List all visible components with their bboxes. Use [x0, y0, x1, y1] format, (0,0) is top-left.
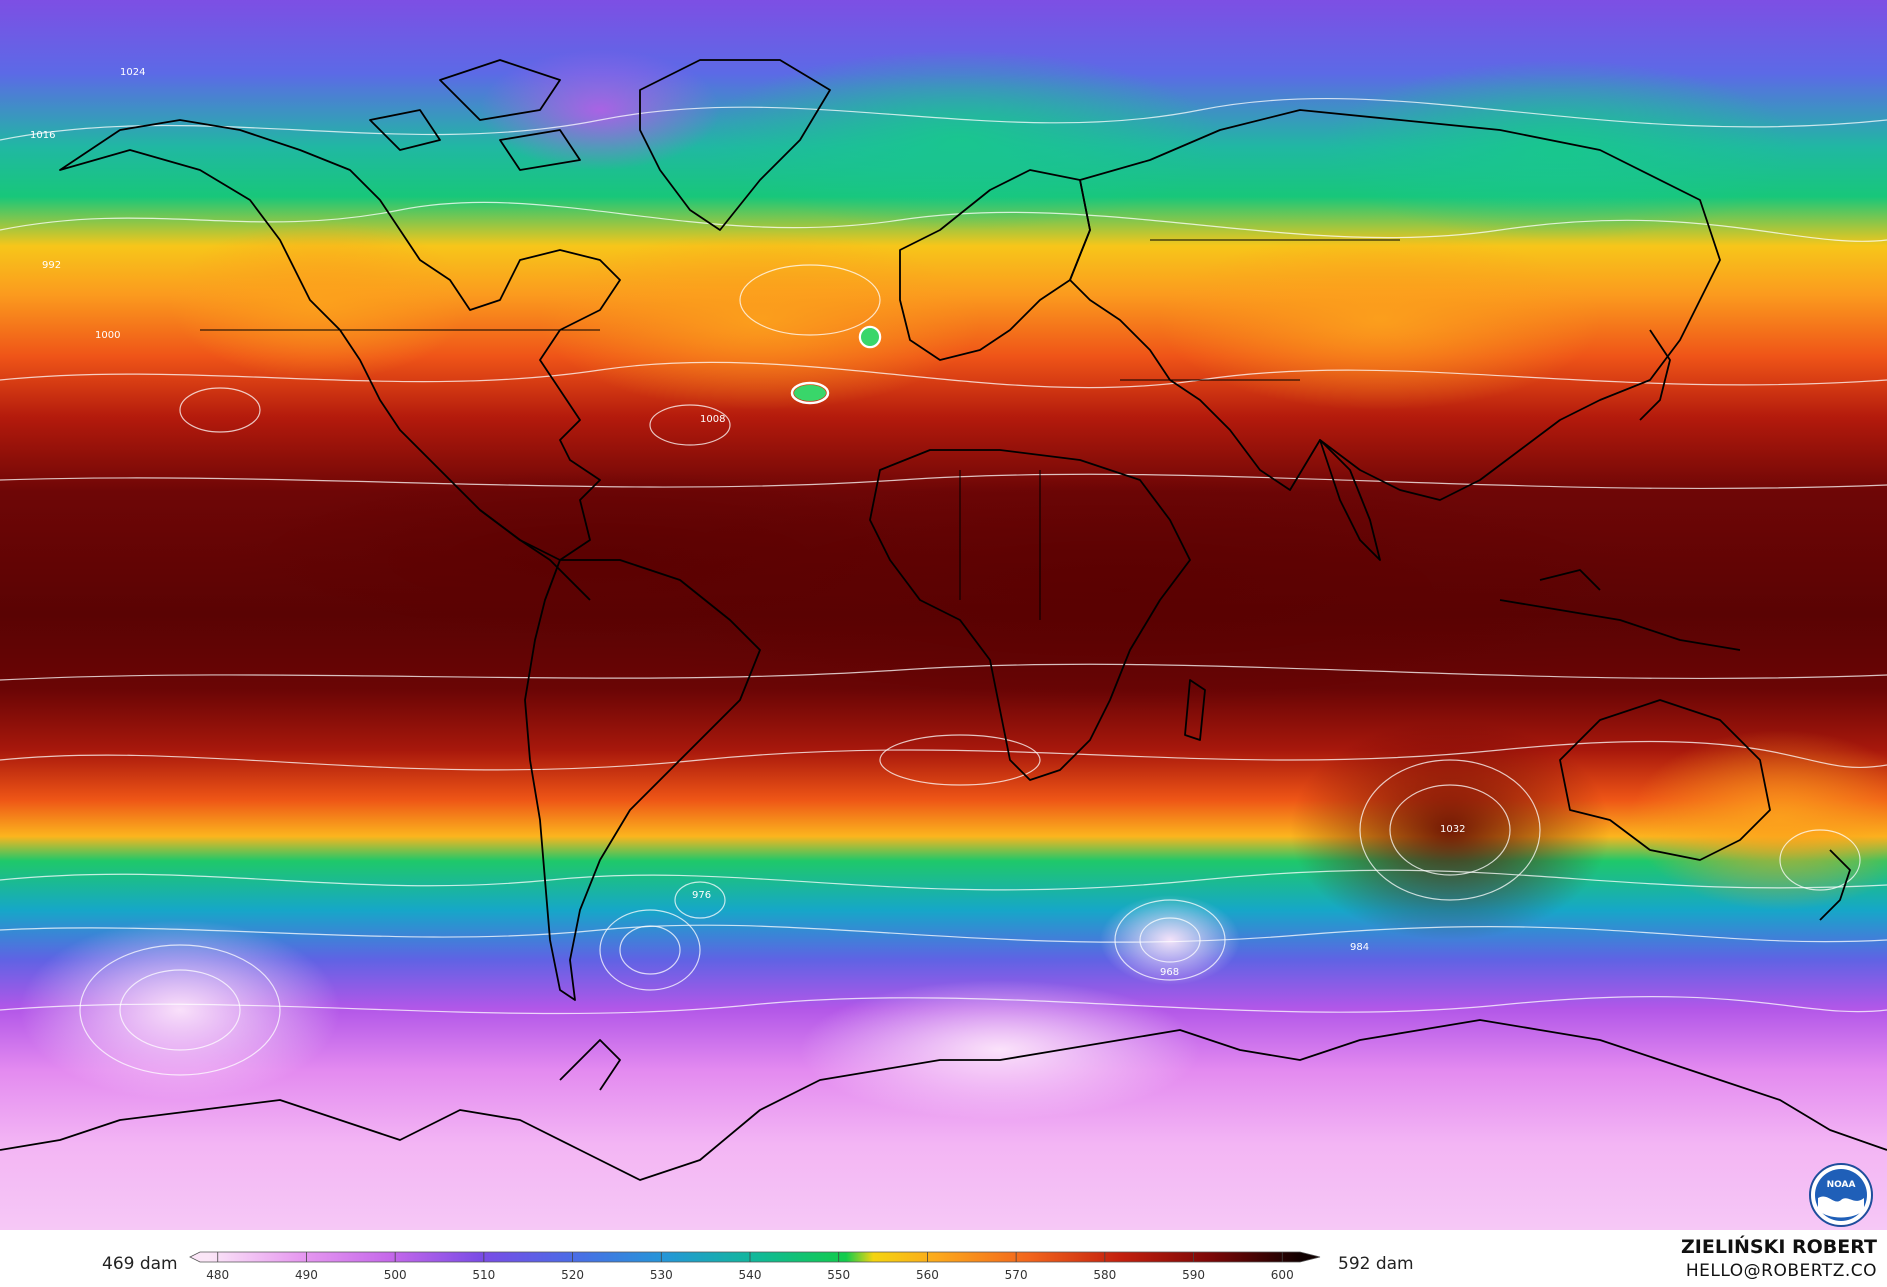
noaa-logo: NOAA [1809, 1163, 1873, 1227]
colorbar-tick-label: 600 [1271, 1268, 1294, 1282]
colorbar-tick-label: 480 [206, 1268, 229, 1282]
footer: 480 490 500 510 520 530 540 550 560 570 580 590 600 … [0, 1230, 1887, 1287]
colorbar-tick-label: 590 [1182, 1268, 1205, 1282]
japan-outline [1639, 329, 1671, 421]
colorbar-tick-label: 560 [916, 1268, 939, 1282]
isobar-label: 1008 [700, 414, 725, 425]
author-email: HELLO@ROBERTZ.CO [1685, 1261, 1877, 1281]
colorbar-max-label: 592 dam [1338, 1254, 1414, 1274]
asia-outline [1069, 109, 1721, 501]
colorbar-tick-label: 500 [384, 1268, 407, 1282]
coastlines [0, 59, 1887, 1181]
atlantic-green-spot [861, 328, 879, 346]
isobar-label: 976 [692, 890, 711, 901]
india-outline [1319, 439, 1381, 561]
colorbar-tick-label: 540 [739, 1268, 762, 1282]
colorbar-tick-label: 550 [827, 1268, 850, 1282]
new-zealand-outline [1819, 849, 1851, 921]
field-anomalies [20, 50, 1887, 1120]
africa-outline [869, 449, 1191, 781]
colorbar-tick-label: 520 [561, 1268, 584, 1282]
isobar-label: 968 [1160, 967, 1179, 978]
colorbar-tick-label: 510 [472, 1268, 495, 1282]
atlantic-green-spot-2 [794, 385, 826, 401]
atlantic-low-rings [790, 325, 882, 405]
colorbar-gradient [189, 1251, 1321, 1263]
weather-map: 1024 1016 1008 1000 992 984 976 968 1032 [0, 0, 1887, 1230]
arctic-islands-outline [369, 59, 581, 171]
colorbar-tick-label: 570 [1005, 1268, 1028, 1282]
greenland-outline [639, 59, 831, 231]
isobar-contours [0, 97, 1887, 1076]
noaa-logo-text: NOAA [1827, 1180, 1856, 1190]
isobar-label: 1016 [30, 130, 55, 141]
south-america-outline [524, 559, 761, 1001]
colorbar-tick-label: 490 [295, 1268, 318, 1282]
colorbar-ticks: 480 490 500 510 520 530 540 550 560 570 580 590 600 [206, 1252, 1294, 1282]
antarctica-outline [0, 1019, 1887, 1181]
isobar-label: 1024 [120, 67, 145, 78]
isobar-value-labels: 1024 1016 1008 1000 992 984 976 968 1032 [30, 67, 1465, 978]
central-america-outline [479, 509, 591, 601]
antarctic-peninsula-outline [559, 1039, 621, 1091]
indonesia-outline [1499, 569, 1741, 651]
borders [200, 239, 1400, 620]
isobar-label: 992 [42, 260, 61, 271]
isobar-label: 984 [1350, 942, 1369, 953]
isobar-label: 1032 [1440, 824, 1465, 835]
australia-outline [1559, 699, 1771, 861]
isobar-label: 1000 [95, 330, 120, 341]
madagascar-outline [1184, 679, 1206, 741]
author-name: ZIELIŃSKI ROBERT [1681, 1236, 1877, 1258]
north-america-outline [59, 119, 621, 561]
colorbar-tick-label: 530 [650, 1268, 673, 1282]
europe-outline [899, 169, 1091, 361]
colorbar-min-label: 469 dam [102, 1254, 178, 1274]
colorbar-tick-label: 580 [1093, 1268, 1116, 1282]
colorbar: 480 490 500 510 520 530 540 550 560 570 580 590 600 [189, 1251, 1321, 1282]
